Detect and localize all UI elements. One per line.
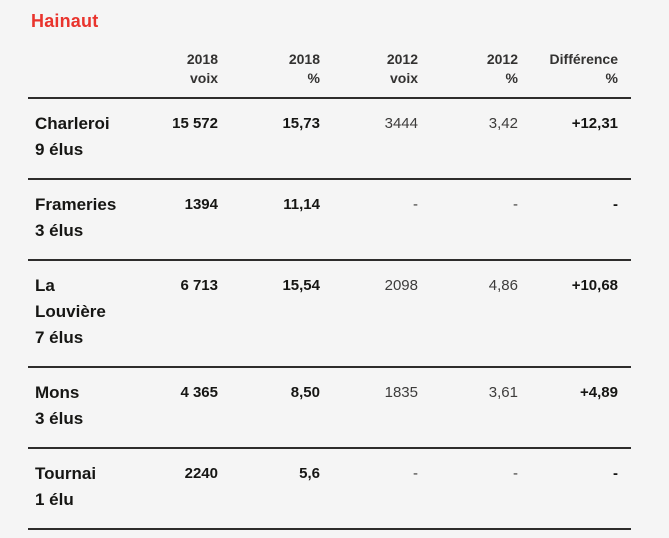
commune-cell: La Louvière 7 élus [28, 260, 128, 367]
voix-2012-cell: 2098 [384, 277, 418, 294]
header-year: 2018 [288, 51, 320, 67]
pct-2018-cell: 15,73 [282, 115, 320, 132]
pct-2018-cell: 11,14 [283, 196, 320, 213]
header-year: 2018 [186, 51, 218, 67]
col-header-commune [28, 50, 128, 98]
voix-2012-cell: - [413, 465, 418, 482]
voix-2018-cell: 4 365 [180, 384, 218, 401]
table-header-row: 2018 voix 2018 % 2012 voix 2012 % Différ… [28, 50, 631, 98]
col-header-difference: Différence % [518, 50, 631, 98]
commune-seats: 9 élus [35, 140, 84, 159]
voix-2018-cell: 6 713 [180, 277, 218, 294]
pct-2012-cell: 3,42 [488, 115, 518, 132]
pct-2018-cell: 5,6 [299, 465, 320, 482]
header-unit: % [605, 70, 618, 86]
header-unit: % [307, 70, 320, 86]
table-row: Tournai 1 élu 2240 5,6 - - - [28, 448, 631, 529]
difference-cell: - [613, 465, 618, 482]
commune-seats: 3 élus [35, 221, 84, 240]
voix-2018-cell: 15 572 [172, 115, 218, 132]
header-unit: voix [389, 70, 418, 86]
pct-2012-cell: 3,61 [488, 384, 518, 401]
col-header-2018-pct: 2018 % [218, 50, 320, 98]
header-year: Différence [549, 51, 618, 67]
voix-2018-cell: 1394 [184, 196, 218, 213]
results-table: 2018 voix 2018 % 2012 voix 2012 % Différ… [28, 50, 631, 530]
pct-2018-cell: 8,50 [290, 384, 320, 401]
region-title: Hainaut [31, 11, 99, 31]
voix-2012-cell: 3444 [384, 115, 418, 132]
voix-2018-cell: 2240 [184, 465, 218, 482]
commune-name: La Louvière [35, 276, 106, 321]
difference-cell: +4,89 [580, 384, 618, 401]
header-year: 2012 [386, 51, 418, 67]
pct-2018-cell: 15,54 [282, 277, 320, 294]
header-unit: % [505, 70, 518, 86]
table-row: Frameries 3 élus 1394 11,14 - - - [28, 179, 631, 260]
difference-cell: - [613, 196, 618, 213]
commune-name: Charleroi [35, 114, 110, 133]
commune-name: Tournai [35, 464, 97, 483]
table-row: Charleroi 9 élus 15 572 15,73 3444 3,42 … [28, 98, 631, 179]
col-header-2012-pct: 2012 % [418, 50, 518, 98]
commune-seats: 3 élus [35, 409, 84, 428]
pct-2012-cell: 4,86 [488, 277, 518, 294]
col-header-2018-voix: 2018 voix [128, 50, 218, 98]
table-row: Mons 3 élus 4 365 8,50 1835 3,61 +4,89 [28, 367, 631, 448]
commune-name: Frameries [35, 195, 117, 214]
commune-cell: Charleroi 9 élus [28, 98, 128, 179]
pct-2012-cell: - [513, 196, 518, 213]
commune-cell: Frameries 3 élus [28, 179, 128, 260]
commune-seats: 7 élus [35, 328, 84, 347]
commune-seats: 1 élu [35, 490, 74, 509]
commune-cell: Tournai 1 élu [28, 448, 128, 529]
col-header-2012-voix: 2012 voix [320, 50, 418, 98]
pct-2012-cell: - [513, 465, 518, 482]
difference-cell: +12,31 [571, 115, 618, 132]
commune-cell: Mons 3 élus [28, 367, 128, 448]
voix-2012-cell: - [413, 196, 418, 213]
table-row: La Louvière 7 élus 6 713 15,54 2098 4,86… [28, 260, 631, 367]
voix-2012-cell: 1835 [384, 384, 418, 401]
difference-cell: +10,68 [571, 277, 618, 294]
header-year: 2012 [486, 51, 518, 67]
commune-name: Mons [35, 383, 80, 402]
header-unit: voix [189, 70, 218, 86]
